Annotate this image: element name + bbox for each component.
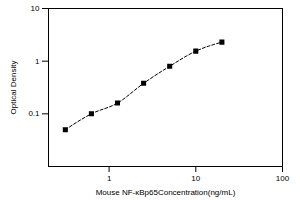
- svg-text:1: 1: [107, 174, 112, 183]
- svg-text:100: 100: [276, 174, 290, 183]
- svg-text:10: 10: [191, 174, 200, 183]
- svg-text:0.1: 0.1: [28, 109, 40, 118]
- svg-text:1: 1: [35, 57, 40, 66]
- svg-text:Optical Density: Optical Density: [9, 61, 18, 115]
- svg-text:10: 10: [31, 4, 40, 13]
- svg-text:Mouse NF-κBp65Concentration(ng: Mouse NF-κBp65Concentration(ng/mL): [96, 188, 236, 197]
